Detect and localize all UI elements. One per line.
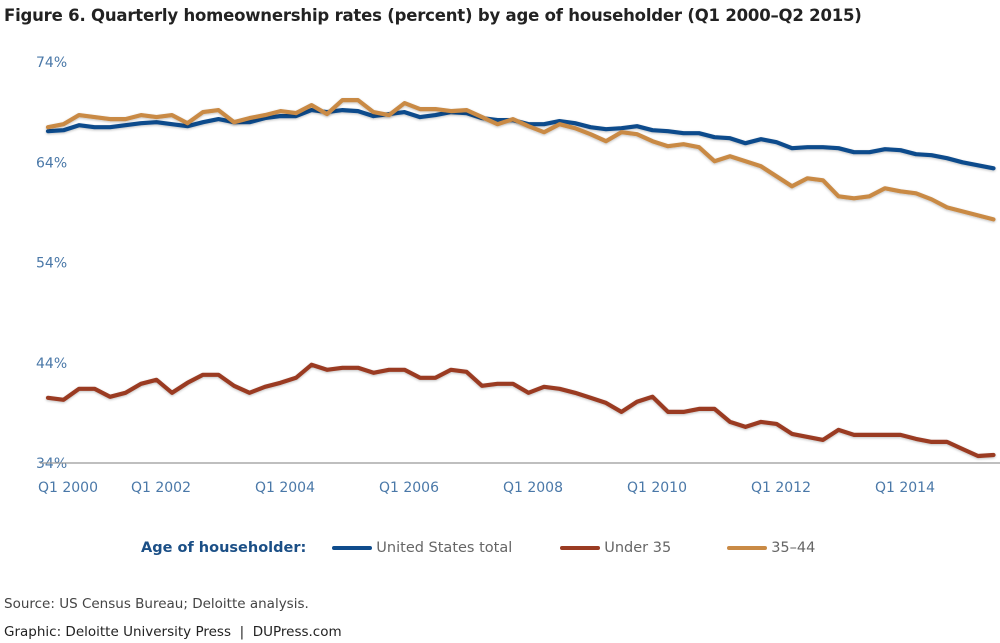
series-line-under-35 xyxy=(45,362,996,459)
x-tick-label: Q1 2014 xyxy=(875,480,935,496)
series-lines xyxy=(45,97,996,459)
chart-title: Figure 6. Quarterly homeownership rates … xyxy=(4,6,862,25)
legend: Age of householder: United States total … xyxy=(141,538,855,558)
x-tick-label: Q1 2006 xyxy=(379,480,439,496)
x-tick-label: Q1 2010 xyxy=(627,480,687,496)
x-tick-label: Q1 2000 xyxy=(38,480,98,496)
y-tick-label: 64% xyxy=(36,155,67,171)
legend-swatch xyxy=(560,546,601,550)
legend-label: Under 35 xyxy=(604,540,672,556)
y-tick-label: 74% xyxy=(36,55,67,71)
series-line-35-44 xyxy=(45,97,996,222)
legend-label: United States total xyxy=(376,540,513,556)
legend-swatch xyxy=(727,546,768,550)
legend-item-35-44: 35–44 xyxy=(727,540,815,556)
legend-item-us-total: United States total xyxy=(332,540,512,556)
source-note: Source: US Census Bureau; Deloitte analy… xyxy=(4,596,309,612)
series-line-united-states-total xyxy=(45,107,996,171)
graphic-credit: Graphic: Deloitte University Press | DUP… xyxy=(4,624,342,640)
legend-title: Age of householder: xyxy=(141,540,307,556)
y-tick-label: 54% xyxy=(36,256,67,272)
x-tick-label: Q1 2002 xyxy=(131,480,191,496)
x-tick-label: Q1 2012 xyxy=(751,480,811,496)
legend-label: 35–44 xyxy=(771,540,816,556)
x-axis: Q1 2000 Q1 2002 Q1 2004 Q1 2006 Q1 2008 Q1 20… xyxy=(38,480,935,496)
x-tick-label: Q1 2004 xyxy=(255,480,315,496)
y-tick-label: 44% xyxy=(36,356,67,372)
legend-swatch xyxy=(332,546,373,550)
legend-item-under-35: Under 35 xyxy=(560,540,671,556)
x-tick-label: Q1 2008 xyxy=(503,480,563,496)
y-tick-label: 34% xyxy=(36,456,67,472)
y-axis: 34% 44% 54% 64% 74% xyxy=(36,55,67,472)
